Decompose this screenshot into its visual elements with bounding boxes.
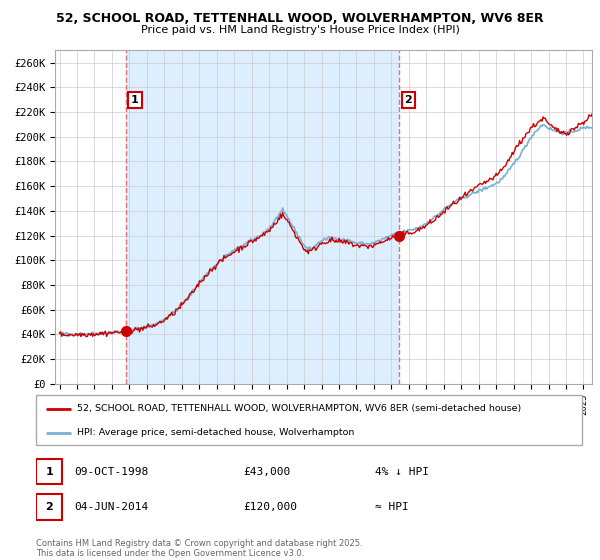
Bar	[36, 459, 62, 484]
Bar	[36, 494, 62, 520]
Text: 2: 2	[404, 95, 412, 105]
Text: 04-JUN-2014: 04-JUN-2014	[74, 502, 148, 512]
Text: 09-OCT-1998: 09-OCT-1998	[74, 467, 148, 477]
Text: £120,000: £120,000	[244, 502, 298, 512]
Text: 1: 1	[131, 95, 139, 105]
Text: £43,000: £43,000	[244, 467, 291, 477]
Text: ≈ HPI: ≈ HPI	[374, 502, 408, 512]
Text: 52, SCHOOL ROAD, TETTENHALL WOOD, WOLVERHAMPTON, WV6 8ER (semi-detached house): 52, SCHOOL ROAD, TETTENHALL WOOD, WOLVER…	[77, 404, 521, 413]
Text: 2: 2	[45, 502, 53, 512]
Text: HPI: Average price, semi-detached house, Wolverhampton: HPI: Average price, semi-detached house,…	[77, 428, 355, 437]
Bar	[126, 50, 400, 384]
Text: 52, SCHOOL ROAD, TETTENHALL WOOD, WOLVERHAMPTON, WV6 8ER: 52, SCHOOL ROAD, TETTENHALL WOOD, WOLVER…	[56, 12, 544, 25]
Text: Contains HM Land Registry data © Crown copyright and database right 2025.
This d: Contains HM Land Registry data © Crown c…	[36, 539, 362, 558]
Text: 1: 1	[45, 467, 53, 477]
Text: 4% ↓ HPI: 4% ↓ HPI	[374, 467, 428, 477]
Text: Price paid vs. HM Land Registry's House Price Index (HPI): Price paid vs. HM Land Registry's House …	[140, 25, 460, 35]
